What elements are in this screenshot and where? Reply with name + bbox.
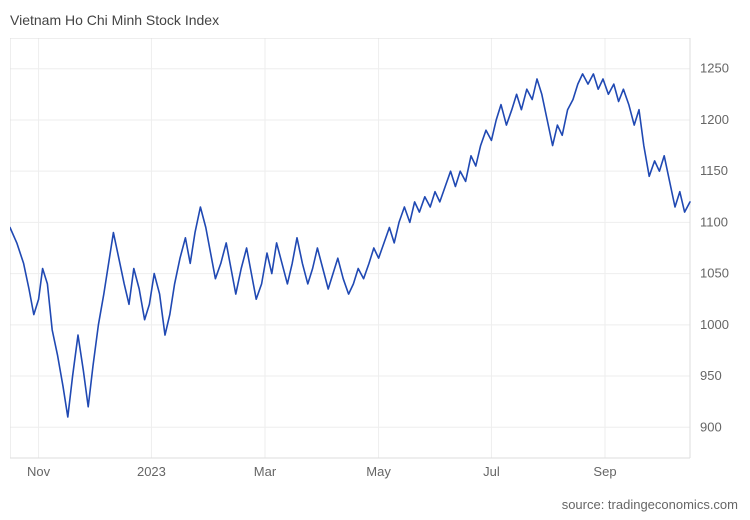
svg-text:Nov: Nov [27, 464, 51, 479]
svg-text:900: 900 [700, 419, 722, 434]
svg-text:1100: 1100 [700, 214, 728, 229]
svg-text:1150: 1150 [700, 163, 728, 178]
svg-text:1250: 1250 [700, 61, 729, 76]
svg-text:1000: 1000 [700, 317, 729, 332]
chart-source: source: tradingeconomics.com [562, 497, 738, 512]
svg-text:May: May [366, 464, 391, 479]
svg-text:1200: 1200 [700, 112, 729, 127]
chart-title: Vietnam Ho Chi Minh Stock Index [10, 12, 219, 28]
svg-text:Jul: Jul [483, 464, 500, 479]
svg-text:Sep: Sep [593, 464, 616, 479]
chart-svg: 900 950 1000 1050 1100 1150 1200 1250 Nov 2023 Mar… [10, 38, 740, 483]
svg-text:Mar: Mar [254, 464, 277, 479]
svg-text:2023: 2023 [137, 464, 166, 479]
chart-area: 900 950 1000 1050 1100 1150 1200 1250 Nov 2023 Mar… [10, 38, 740, 483]
svg-text:1050: 1050 [700, 266, 729, 281]
svg-text:950: 950 [700, 368, 722, 383]
